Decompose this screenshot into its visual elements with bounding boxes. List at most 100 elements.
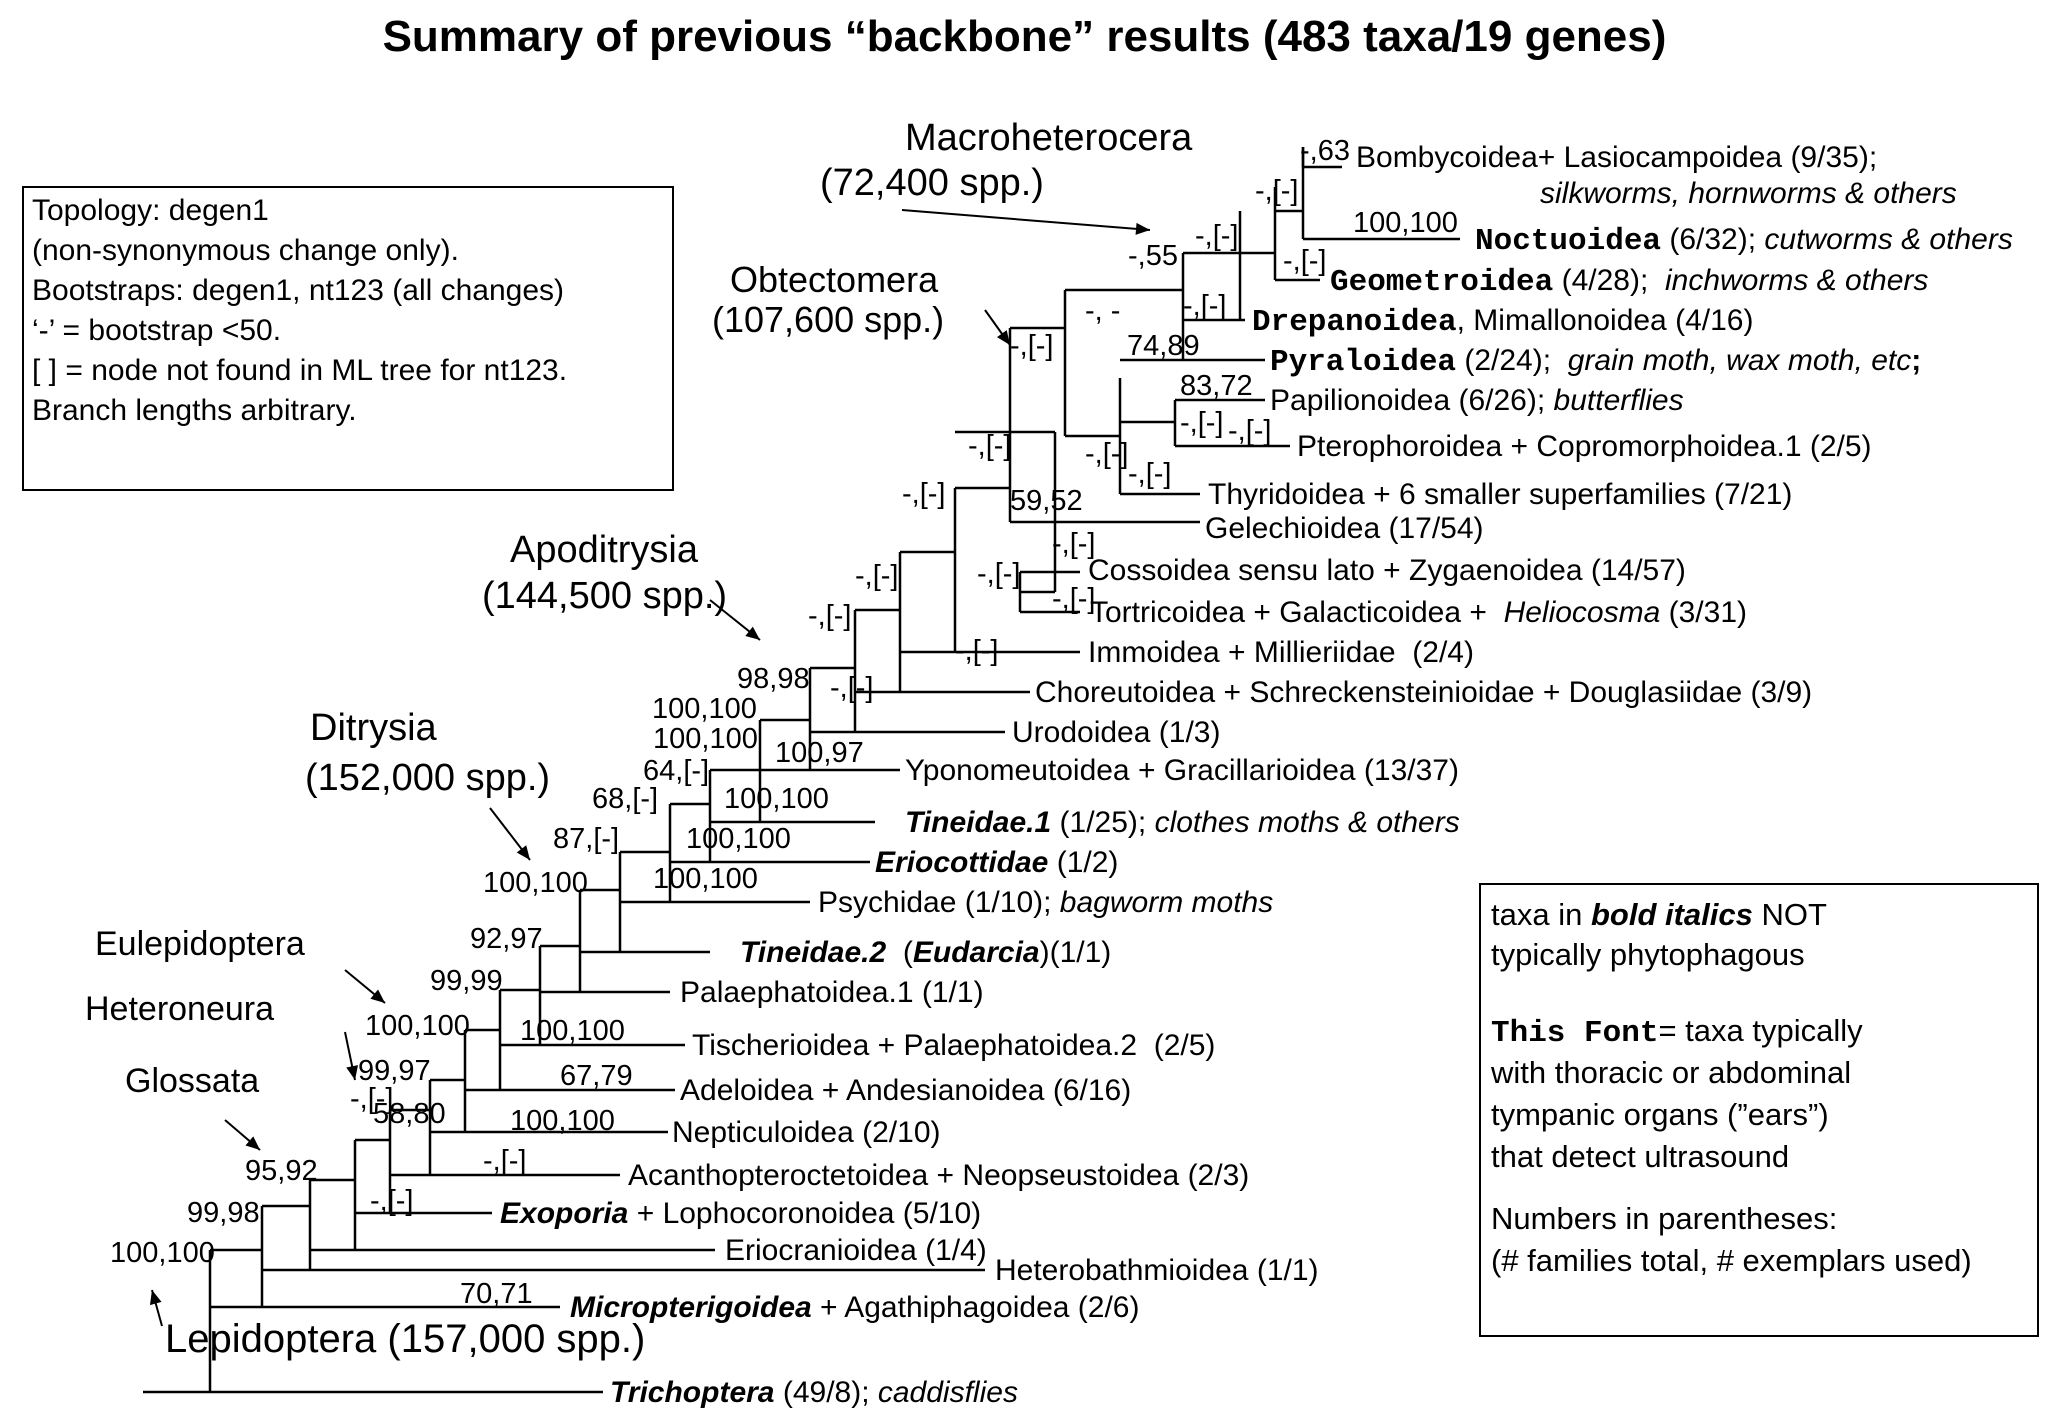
- taxon-label: Micropterigoidea + Agathiphagoidea (2/6): [570, 1291, 1139, 1324]
- key-text: taxa in: [1491, 897, 1591, 932]
- support-label: -,[-]: [1283, 245, 1327, 277]
- taxon-label: Immoidea + Millieriidae (2/4): [1088, 636, 1474, 669]
- support-label: -,[-]: [1085, 438, 1129, 470]
- support-label: -, -: [1085, 295, 1120, 327]
- bold-italic-sample: bold italics: [1590, 897, 1753, 932]
- taxon-label: Psychidae (1/10); bagworm moths: [818, 886, 1273, 919]
- taxon-label-part: Gelechioidea (17/54): [1205, 512, 1484, 545]
- clade-arrows: [149, 209, 1151, 1327]
- taxon-label-part: Psychidae (1/10);: [818, 886, 1060, 919]
- taxon-label-part: Bombycoidea+ Lasiocampoidea (9/35);: [1356, 141, 1877, 174]
- taxon-label: silkworms, hornworms & others: [1540, 177, 1957, 210]
- font-key-box: taxa in bold italics NOT typically phyto…: [1479, 883, 2039, 1337]
- support-label: 70,71: [460, 1278, 533, 1310]
- support-label: 98,98: [737, 663, 810, 695]
- support-label: -,[-]: [1180, 407, 1224, 439]
- key-line-6: that detect ultrasound: [1491, 1139, 1790, 1174]
- taxon-label-part: Micropterigoidea: [570, 1291, 812, 1324]
- support-label: 58,80: [373, 1098, 446, 1130]
- taxon-label-part: Adeloidea + Andesianoidea (6/16): [680, 1074, 1131, 1107]
- arrow-head: [516, 845, 530, 860]
- taxon-label-part: Papilionoidea (6/26);: [1270, 384, 1554, 417]
- support-label: 100,100: [686, 823, 791, 855]
- clade-species-count: (107,600 spp.): [712, 299, 944, 340]
- taxon-label-part: )(1/1): [1040, 936, 1112, 969]
- key-line-4: with thoracic or abdominal: [1491, 1055, 1852, 1090]
- arrow-head: [996, 330, 1010, 345]
- taxon-label-part: butterflies: [1554, 384, 1684, 417]
- taxon-label: Heterobathmioidea (1/1): [995, 1254, 1319, 1287]
- taxon-label: Bombycoidea+ Lasiocampoidea (9/35);: [1356, 141, 1877, 174]
- taxon-label-part: (1/25);: [1051, 806, 1154, 839]
- support-label: 100,100: [110, 1237, 215, 1269]
- support-label: -,63: [1300, 135, 1350, 167]
- support-label: 59,52: [1010, 485, 1083, 517]
- support-label: 95,92: [245, 1155, 318, 1187]
- taxon-label-part: + Lophocoronoidea (5/10): [628, 1197, 981, 1230]
- key-line-5: tympanic organs (”ears”): [1491, 1097, 1829, 1132]
- taxon-label-part: caddisflies: [878, 1376, 1018, 1409]
- topology-line: Topology: degen1: [32, 194, 269, 227]
- support-label: 100,100: [1353, 207, 1458, 239]
- arrow-head: [1135, 222, 1150, 235]
- taxon-label-part: Heterobathmioidea (1/1): [995, 1254, 1319, 1287]
- support-label: -,[-]: [1228, 415, 1272, 447]
- support-label: 92,97: [470, 923, 543, 955]
- taxon-label: Noctuoidea (6/32); cutworms & others: [1475, 223, 2013, 259]
- clade-name: Apoditrysia: [510, 529, 699, 571]
- taxon-label: Tineidae.2 (Eudarcia)(1/1): [740, 936, 1111, 969]
- support-label: 67,79: [560, 1060, 633, 1092]
- support-label: 100,100: [510, 1105, 615, 1137]
- support-label: -,[-]: [1255, 175, 1299, 207]
- taxon-label-part: cutworms & others: [1764, 223, 2012, 256]
- support-label: 99,98: [187, 1197, 260, 1229]
- taxon-label-part: Tineidae.2: [740, 936, 886, 969]
- taxon-label-part: (1/2): [1048, 846, 1118, 879]
- taxon-label-part: inchworms & others: [1665, 264, 1928, 297]
- taxon-label-part: Pyraloidea: [1270, 345, 1456, 380]
- topology-line: [ ] = node not found in ML tree for nt12…: [32, 354, 568, 387]
- arrow-head: [745, 626, 760, 640]
- support-label: -,[-]: [830, 672, 874, 704]
- support-label: 64,[-]: [643, 755, 709, 787]
- support-label: -,[-]: [1052, 528, 1096, 560]
- taxon-label-part: Nepticuloidea (2/10): [672, 1116, 941, 1149]
- topology-line: Bootstraps: degen1, nt123 (all changes): [32, 274, 565, 307]
- taxon-label: Pyraloidea (2/24); grain moth, wax moth,…: [1270, 344, 1921, 380]
- taxon-label-part: Yponomeutoidea + Gracillarioidea (13/37): [905, 754, 1459, 787]
- support-label: -,[-]: [855, 560, 899, 592]
- figure-title: Summary of previous “backbone” results (…: [382, 12, 1667, 61]
- clade-name: Heteroneura: [85, 990, 274, 1028]
- taxon-label: Palaephatoidea.1 (1/1): [680, 976, 984, 1009]
- support-label: -,[-]: [1195, 220, 1239, 252]
- support-label: 100,100: [653, 863, 758, 895]
- support-label: -,[-]: [902, 478, 946, 510]
- key-text: NOT: [1752, 897, 1827, 932]
- support-label: -,[-]: [1183, 290, 1227, 322]
- taxon-label-part: (6/32);: [1661, 223, 1764, 256]
- taxon-label-part: Geometroidea: [1330, 265, 1553, 300]
- taxon-label: Cossoidea sensu lato + Zygaenoidea (14/5…: [1088, 554, 1686, 587]
- taxon-label: Pterophoroidea + Copromorphoidea.1 (2/5): [1297, 430, 1872, 463]
- taxon-label: Nepticuloidea (2/10): [672, 1116, 941, 1149]
- taxon-label-part: Pterophoroidea + Copromorphoidea.1 (2/5): [1297, 430, 1872, 463]
- taxon-label-part: Eudarcia: [913, 936, 1040, 969]
- key-text: = taxa typically: [1658, 1013, 1863, 1048]
- taxon-label-part: , Mimallonoidea (4/16): [1457, 304, 1754, 337]
- clade-arrow: [901, 209, 1151, 231]
- key-line-1: taxa in bold italics NOT: [1491, 897, 1827, 933]
- clade-species-count: (152,000 spp.): [305, 757, 550, 799]
- clade-species-count: (72,400 spp.): [820, 162, 1044, 204]
- taxon-label-part: Acanthopteroctetoidea + Neopseustoidea (…: [628, 1159, 1249, 1192]
- taxon-label: Tortricoidea + Galacticoidea + Heliocosm…: [1090, 596, 1747, 629]
- clade-name: Macroheterocera: [905, 117, 1193, 159]
- support-label: -,[-]: [955, 635, 999, 667]
- arrow-head: [149, 1290, 162, 1306]
- arrow-head: [245, 1136, 260, 1150]
- taxon-label-part: Cossoidea sensu lato + Zygaenoidea (14/5…: [1088, 554, 1686, 587]
- support-label: -,[-]: [808, 600, 852, 632]
- taxon-label-part: (3/31): [1660, 596, 1747, 629]
- taxon-label-part: Urodoidea (1/3): [1012, 716, 1220, 749]
